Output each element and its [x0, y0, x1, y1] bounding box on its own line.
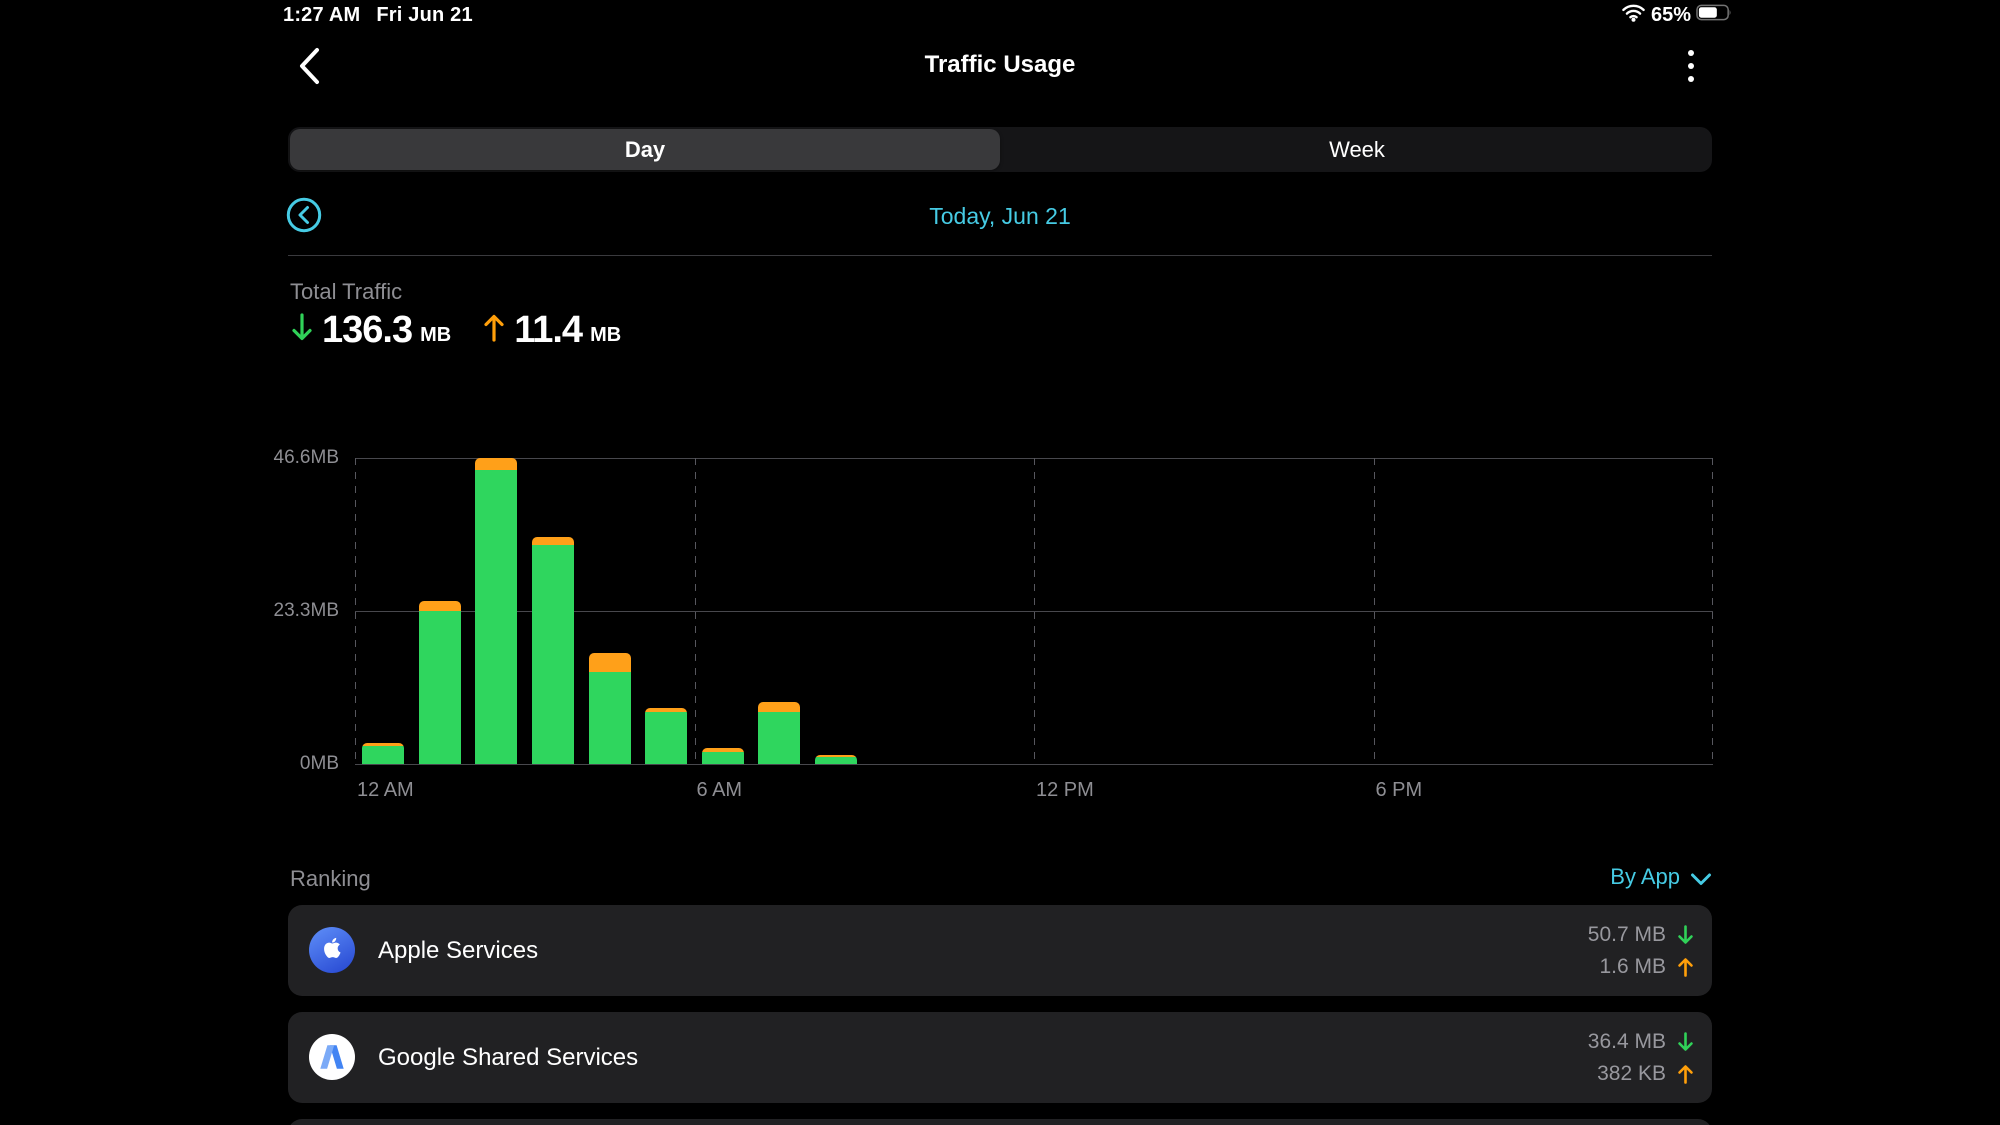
bar-8am[interactable] — [814, 755, 857, 764]
bar-download-segment — [418, 611, 461, 764]
x-axis-label: 12 AM — [357, 779, 414, 801]
app-upload-value: 382 KB — [1597, 1061, 1666, 1085]
back-button[interactable] — [296, 47, 326, 85]
bar-1am[interactable] — [418, 601, 461, 764]
bar-download-segment — [475, 470, 518, 764]
gridline-v — [694, 458, 696, 764]
bar-download-segment — [701, 752, 744, 764]
ranking-label: Ranking — [290, 866, 371, 891]
bar-6am[interactable] — [701, 748, 744, 764]
traffic-bar-chart — [355, 457, 1713, 765]
x-axis-label: 12 PM — [1036, 779, 1094, 801]
current-date-label[interactable]: Today, Jun 21 — [929, 203, 1071, 229]
bar-upload-segment — [532, 536, 575, 545]
previous-day-button[interactable] — [286, 197, 322, 233]
app-upload-value: 1.6 MB — [1599, 954, 1666, 978]
wifi-icon — [1621, 3, 1646, 27]
bar-download-segment — [588, 672, 631, 764]
bar-download-segment — [532, 544, 575, 764]
total-upload-unit: MB — [590, 324, 622, 346]
total-traffic-label: Total Traffic — [290, 279, 403, 304]
battery-icon — [1696, 4, 1732, 26]
status-date: Fri Jun 21 — [376, 4, 473, 26]
gridline-v — [1712, 458, 1713, 764]
upload-arrow-icon — [483, 312, 505, 348]
google-shared-services-logo — [309, 1034, 355, 1080]
ranking-row[interactable]: Google Shared Services 36.4 MB 382 KB — [288, 1012, 1712, 1103]
tab-day[interactable]: Day — [290, 129, 1000, 170]
battery-fill — [1698, 7, 1717, 18]
app-name: Apple Services — [378, 936, 539, 964]
y-axis-label: 46.6MB — [273, 447, 339, 468]
bar-upload-segment — [418, 601, 461, 611]
page-title: Traffic Usage — [924, 51, 1076, 78]
more-options-button[interactable] — [1680, 48, 1702, 84]
download-arrow-icon — [1678, 1031, 1693, 1051]
status-bar-left: 1:27 AM Fri Jun 21 — [283, 4, 473, 27]
x-axis-label: 6 AM — [696, 779, 743, 801]
total-upload-value: 11.4 — [514, 309, 583, 351]
bar-upload-segment — [814, 755, 857, 758]
app-traffic-values: 50.7 MB 1.6 MB — [1588, 919, 1694, 982]
bar-upload-segment — [475, 458, 518, 471]
download-arrow-icon — [291, 312, 313, 348]
bar-4am[interactable] — [588, 653, 631, 764]
divider — [288, 255, 1712, 256]
sort-by-dropdown[interactable]: By App — [1610, 864, 1712, 890]
x-axis-label: 6 PM — [1375, 779, 1423, 801]
bar-download-segment — [758, 712, 801, 764]
bar-5am[interactable] — [645, 707, 688, 764]
gridline-h-0MB — [355, 763, 1713, 765]
bar-2am[interactable] — [475, 458, 518, 764]
bar-download-segment — [645, 712, 688, 764]
gridline-v — [355, 458, 356, 764]
download-arrow-icon — [1678, 924, 1693, 944]
bar-download-segment — [814, 757, 857, 764]
back-chevron-icon — [300, 48, 319, 84]
app-traffic-values: 36.4 MB 382 KB — [1588, 1026, 1694, 1089]
bar-upload-segment — [701, 748, 744, 753]
status-time: 1:27 AM — [283, 4, 361, 26]
google-logo-icon — [309, 1034, 355, 1080]
y-axis-label: 23.3MB — [273, 600, 339, 621]
apple-logo-icon — [309, 927, 355, 973]
ranking-row[interactable]: Apple Services 50.7 MB 1.6 MB — [288, 905, 1712, 996]
tab-week[interactable]: Week — [1329, 136, 1385, 162]
chevron-down-icon — [1691, 873, 1711, 885]
total-traffic-values: 136.3 MB 11.4 MB — [291, 310, 621, 350]
period-segmented-control: Day Week — [288, 127, 1712, 172]
bar-7am[interactable] — [758, 702, 801, 764]
bar-download-segment — [362, 746, 405, 764]
upload-arrow-icon — [1678, 957, 1693, 977]
upload-arrow-icon — [1678, 1064, 1693, 1084]
app-name: Google Shared Services — [378, 1043, 639, 1071]
bar-upload-segment — [362, 743, 405, 747]
app-download-value: 50.7 MB — [1587, 922, 1666, 946]
bar-upload-segment — [758, 702, 801, 713]
total-download-value: 136.3 — [322, 309, 413, 351]
gridline-v — [1373, 458, 1375, 764]
battery-percent: 65% — [1651, 3, 1692, 26]
bar-12am[interactable] — [362, 743, 405, 764]
status-bar-right: 65% — [1621, 3, 1732, 27]
sort-by-value: By App — [1610, 864, 1680, 889]
apple-services-logo — [309, 927, 355, 973]
app-download-value: 36.4 MB — [1587, 1029, 1666, 1053]
bar-3am[interactable] — [532, 536, 575, 764]
total-download-unit: MB — [420, 324, 452, 346]
circled-chevron-left-icon — [286, 197, 322, 233]
gridline-v — [1034, 458, 1035, 764]
ellipsis-icon — [1688, 50, 1694, 82]
bar-upload-segment — [645, 707, 688, 713]
y-axis-label: 0MB — [299, 753, 339, 774]
bar-upload-segment — [588, 653, 631, 673]
ranking-row-partial[interactable] — [288, 1119, 1712, 1125]
